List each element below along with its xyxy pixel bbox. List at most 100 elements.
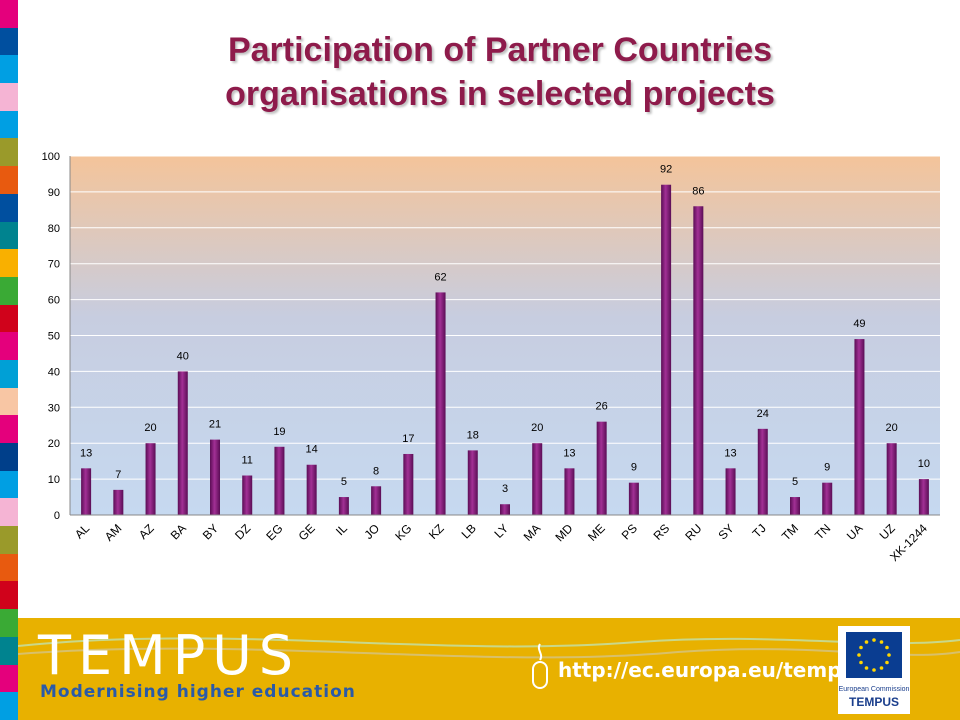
eu-star [857,653,861,657]
stripe-segment [0,387,18,416]
bar-JO [371,486,382,515]
x-tick-label-JO: JO [361,521,382,542]
x-tick-label-BY: BY [200,521,221,542]
data-label-AZ: 20 [144,422,156,434]
bar-ME [596,421,607,515]
bar-XK-1244 [918,479,929,515]
color-stripe-bar [0,0,18,720]
bar-BA [177,371,188,515]
stripe-segment [0,138,18,167]
tempus-logo: TEMPUS [38,624,301,687]
stripe-segment [0,526,18,554]
data-label-AM: 7 [115,469,121,481]
eu-star [887,653,891,657]
ec-tempus-label: TEMPUS [848,695,899,709]
stripe-segment [0,359,18,388]
y-tick-label: 90 [48,187,60,199]
x-tick-label-DZ: DZ [232,521,253,542]
tagline: Modernising higher education [40,682,356,702]
bar-TJ [757,428,768,515]
stripe-segment [0,664,18,693]
stripe-segment [0,193,18,222]
stripe-segment [0,276,18,305]
x-tick-label-BA: BA [168,521,189,542]
bar-RU [693,206,704,515]
data-label-UA: 49 [853,318,865,330]
y-tick-label: 100 [42,151,60,163]
eu-star [872,668,876,672]
x-tick-label-EG: EG [263,521,285,543]
data-label-GE: 14 [306,444,318,456]
x-tick-label-AZ: AZ [136,521,157,542]
x-tick-label-RU: RU [682,521,704,543]
data-label-ME: 26 [596,401,608,413]
x-tick-label-ME: ME [585,521,608,544]
data-label-KZ: 62 [434,271,446,283]
stripe-segment [0,166,18,194]
data-labels: 13 7 20 40 21 11 19 14 5 8 17 62 18 3 20 13 26 9 92 86 13 24 5… [80,164,930,496]
data-label-MA: 20 [531,422,543,434]
bar-EG [274,446,285,515]
eu-star [872,638,876,642]
data-label-BY: 21 [209,419,221,431]
stripe-segment [0,110,18,139]
x-tick-label-GE: GE [296,521,318,543]
stripe-segment [0,581,18,610]
data-label-TJ: 24 [757,408,769,420]
eu-star [864,640,869,644]
stripe-segment [0,249,18,277]
bar-MA [532,443,543,515]
footer-banner: TEMPUS Modernising higher education http… [18,618,960,720]
y-tick-label: 50 [48,331,60,343]
stripe-segment [0,83,18,111]
x-tick-label-RS: RS [651,521,673,543]
x-tick-label-PS: PS [619,521,640,542]
eu-star [859,645,863,650]
data-label-XK-1244: 10 [918,458,930,470]
data-label-JO: 8 [373,465,379,477]
data-label-EG: 19 [273,426,285,438]
y-tick-label: 20 [48,438,60,450]
data-label-BA: 40 [177,350,189,362]
x-axis-ticks: AL AM AZ BA BY DZ EG GE IL JO KG KZ LB LY MA MD ME PS RS RU… [72,521,930,564]
x-tick-label-TM: TM [779,521,801,543]
bar-BY [210,439,220,515]
data-label-LB: 18 [467,429,479,441]
bar-TM [790,497,800,515]
x-tick-label-IL: IL [333,521,350,538]
data-label-UZ: 20 [886,422,898,434]
data-label-RS: 92 [660,164,672,176]
stripe-segment [0,636,18,665]
stripe-segment [0,0,18,28]
x-tick-label-MD: MD [552,521,575,544]
x-tick-label-LB: LB [459,521,479,541]
eu-star [864,666,869,670]
stripe-segment [0,27,18,56]
y-tick-label: 80 [48,223,60,235]
bar-chart: 0 10 20 30 40 50 60 70 80 90 100 13 7 20 40 21 11 19 14 5 8… [42,151,940,564]
eu-flag-icon [846,632,902,678]
page-title: Participation of Partner Countries organ… [40,28,960,116]
bar-LY [500,504,510,515]
bar-IL [338,497,349,515]
website-link[interactable]: http://ec.europa.eu/tempus [558,658,868,682]
y-tick-label: 10 [48,474,60,486]
data-label-RU: 86 [692,185,704,197]
eu-star [885,645,889,650]
eu-star [885,660,889,665]
mouse-icon [532,643,548,689]
bar-KG [403,453,414,515]
bar-AL [81,468,92,515]
x-tick-label-UA: UA [844,521,866,543]
bar-DZ [242,475,253,515]
stripe-segment [0,692,18,720]
data-label-IL: 5 [341,476,347,488]
eu-star [879,640,884,644]
x-tick-label-KZ: KZ [426,521,447,542]
data-label-AL: 13 [80,447,92,459]
x-tick-label-UZ: UZ [877,521,898,542]
x-tick-label-MA: MA [521,521,544,544]
bar-AZ [145,443,156,515]
x-tick-label-LY: LY [491,521,511,541]
bars [81,184,929,515]
